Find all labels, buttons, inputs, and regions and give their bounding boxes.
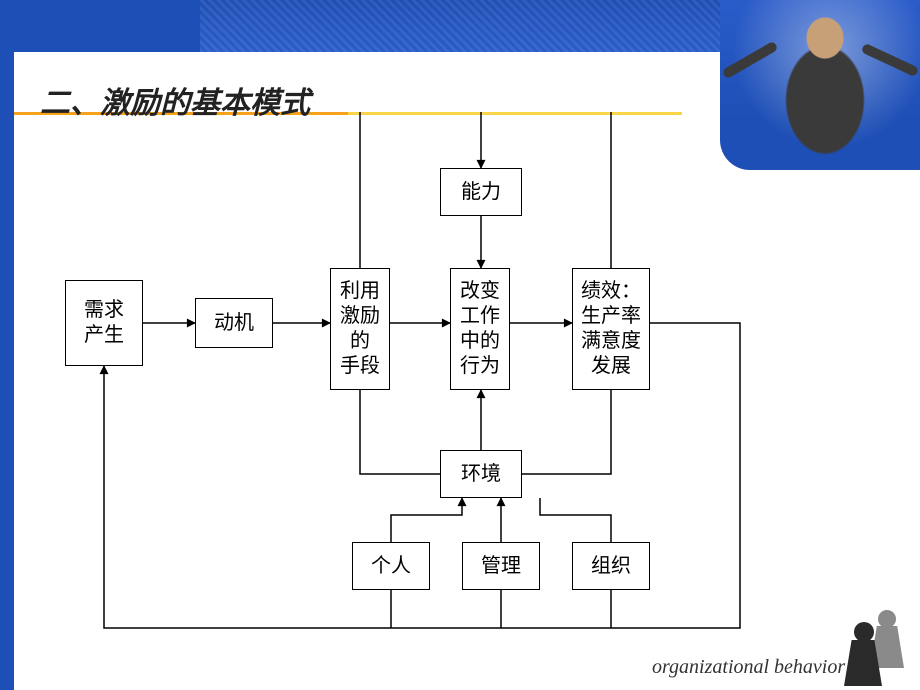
node-perf: 绩效： 生产率 满意度 发展 (572, 268, 650, 390)
node-env: 环境 (440, 450, 522, 498)
edge-means-env (360, 390, 440, 474)
node-behavior: 改变 工作 中的 行为 (450, 268, 510, 390)
icon-head-front (854, 622, 874, 642)
edge-person-env (391, 498, 462, 542)
slide: 二、激励的基本模式 需求 产生动机利用 激励 的 手段改变 工作 中的 行为绩效… (0, 0, 920, 690)
node-manage: 管理 (462, 542, 540, 590)
icon-head-back (878, 610, 896, 628)
node-motive: 动机 (195, 298, 273, 348)
left-band (0, 52, 14, 690)
edge-org-env (540, 498, 611, 542)
node-need: 需求 产生 (65, 280, 143, 366)
node-org: 组织 (572, 542, 650, 590)
node-ability: 能力 (440, 168, 522, 216)
footer-text: organizational behavior (652, 656, 845, 679)
node-person: 个人 (352, 542, 430, 590)
edge-perf-env (522, 390, 611, 474)
node-means: 利用 激励 的 手段 (330, 268, 390, 390)
diagram-area: 需求 产生 动机 利用 激励 的 手段改变 工作 中的 行为 绩效： 生产率 满意度 … (14, 112, 920, 670)
